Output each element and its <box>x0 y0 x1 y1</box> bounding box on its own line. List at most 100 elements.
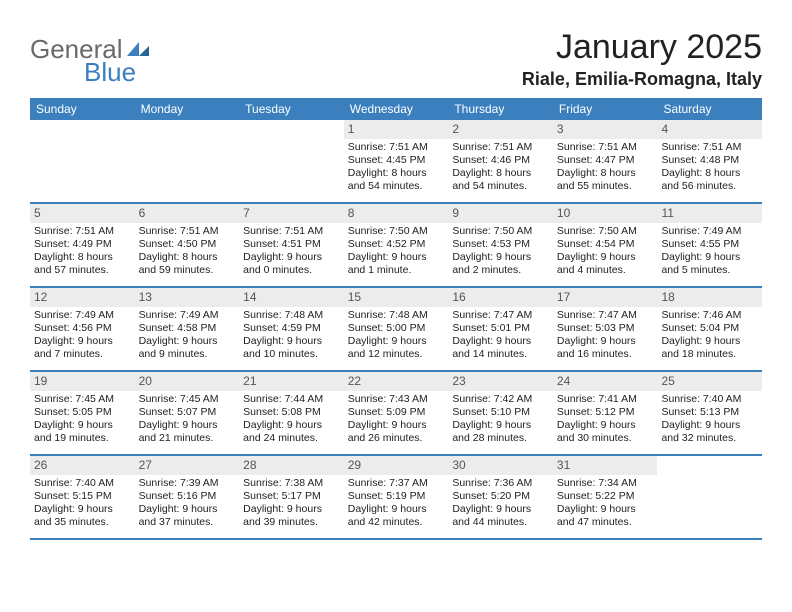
day-daylight2: and 5 minutes. <box>661 264 758 277</box>
logo-text-part2: Blue <box>84 57 136 88</box>
day-sunrise: Sunrise: 7:50 AM <box>452 225 549 238</box>
day-data: Sunrise: 7:51 AMSunset: 4:47 PMDaylight:… <box>553 139 658 198</box>
day-daylight2: and 14 minutes. <box>452 348 549 361</box>
day-daylight1: Daylight: 9 hours <box>243 251 340 264</box>
day-data: Sunrise: 7:39 AMSunset: 5:16 PMDaylight:… <box>135 475 240 534</box>
day-number: 24 <box>553 372 658 391</box>
day-cell: 7 Sunrise: 7:51 AMSunset: 4:51 PMDaylight… <box>239 204 344 286</box>
day-number: 20 <box>135 372 240 391</box>
day-sunrise: Sunrise: 7:45 AM <box>34 393 131 406</box>
day-daylight1: Daylight: 9 hours <box>139 419 236 432</box>
day-cell: 16Sunrise: 7:47 AMSunset: 5:01 PMDayligh… <box>448 288 553 370</box>
day-number: 25 <box>657 372 762 391</box>
day-sunrise: Sunrise: 7:37 AM <box>348 477 445 490</box>
day-cell: 20Sunrise: 7:45 AMSunset: 5:07 PMDayligh… <box>135 372 240 454</box>
day-cell <box>30 120 135 202</box>
day-daylight2: and 18 minutes. <box>661 348 758 361</box>
day-daylight1: Daylight: 8 hours <box>557 167 654 180</box>
day-sunset: Sunset: 4:51 PM <box>243 238 340 251</box>
day-sunset: Sunset: 4:45 PM <box>348 154 445 167</box>
day-data: Sunrise: 7:49 AMSunset: 4:58 PMDaylight:… <box>135 307 240 366</box>
month-title: January 2025 <box>522 28 762 67</box>
day-data: Sunrise: 7:36 AMSunset: 5:20 PMDaylight:… <box>448 475 553 534</box>
weekday-header: Saturday <box>657 98 762 120</box>
day-number <box>657 456 762 475</box>
day-daylight1: Daylight: 9 hours <box>452 503 549 516</box>
day-cell: 24Sunrise: 7:41 AMSunset: 5:12 PMDayligh… <box>553 372 658 454</box>
day-sunset: Sunset: 5:12 PM <box>557 406 654 419</box>
day-number: 13 <box>135 288 240 307</box>
day-sunrise: Sunrise: 7:43 AM <box>348 393 445 406</box>
day-sunset: Sunset: 5:07 PM <box>139 406 236 419</box>
day-number: 10 <box>553 204 658 223</box>
day-daylight2: and 0 minutes. <box>243 264 340 277</box>
day-number: 29 <box>344 456 449 475</box>
day-sunrise: Sunrise: 7:51 AM <box>243 225 340 238</box>
day-data: Sunrise: 7:49 AMSunset: 4:55 PMDaylight:… <box>657 223 762 282</box>
day-daylight2: and 55 minutes. <box>557 180 654 193</box>
day-daylight1: Daylight: 9 hours <box>243 419 340 432</box>
day-daylight1: Daylight: 9 hours <box>34 503 131 516</box>
day-sunset: Sunset: 4:58 PM <box>139 322 236 335</box>
day-sunset: Sunset: 4:54 PM <box>557 238 654 251</box>
day-cell: 9Sunrise: 7:50 AMSunset: 4:53 PMDaylight… <box>448 204 553 286</box>
day-cell: 17Sunrise: 7:47 AMSunset: 5:03 PMDayligh… <box>553 288 658 370</box>
weekday-header: Wednesday <box>344 98 449 120</box>
day-daylight2: and 56 minutes. <box>661 180 758 193</box>
day-sunset: Sunset: 4:50 PM <box>139 238 236 251</box>
day-cell: 14Sunrise: 7:48 AMSunset: 4:59 PMDayligh… <box>239 288 344 370</box>
day-data: Sunrise: 7:45 AMSunset: 5:07 PMDaylight:… <box>135 391 240 450</box>
day-data: Sunrise: 7:51 AMSunset: 4:48 PMDaylight:… <box>657 139 762 198</box>
day-daylight1: Daylight: 9 hours <box>661 251 758 264</box>
day-data: Sunrise: 7:44 AMSunset: 5:08 PMDaylight:… <box>239 391 344 450</box>
day-daylight1: Daylight: 9 hours <box>243 503 340 516</box>
day-number: 14 <box>239 288 344 307</box>
day-data: Sunrise: 7:40 AMSunset: 5:13 PMDaylight:… <box>657 391 762 450</box>
weekday-header: Friday <box>553 98 658 120</box>
day-data: Sunrise: 7:50 AMSunset: 4:52 PMDaylight:… <box>344 223 449 282</box>
day-daylight1: Daylight: 9 hours <box>557 335 654 348</box>
day-number: 6 <box>135 204 240 223</box>
day-cell: 29Sunrise: 7:37 AMSunset: 5:19 PMDayligh… <box>344 456 449 538</box>
day-data: Sunrise: 7:37 AMSunset: 5:19 PMDaylight:… <box>344 475 449 534</box>
day-sunrise: Sunrise: 7:49 AM <box>139 309 236 322</box>
day-sunset: Sunset: 4:59 PM <box>243 322 340 335</box>
day-daylight1: Daylight: 8 hours <box>139 251 236 264</box>
day-daylight1: Daylight: 9 hours <box>34 419 131 432</box>
day-cell <box>657 456 762 538</box>
day-number: 27 <box>135 456 240 475</box>
day-data: Sunrise: 7:38 AMSunset: 5:17 PMDaylight:… <box>239 475 344 534</box>
day-daylight1: Daylight: 9 hours <box>661 335 758 348</box>
day-number: 7 <box>239 204 344 223</box>
day-sunrise: Sunrise: 7:51 AM <box>452 141 549 154</box>
day-sunrise: Sunrise: 7:47 AM <box>557 309 654 322</box>
day-daylight2: and 54 minutes. <box>348 180 445 193</box>
day-number: 28 <box>239 456 344 475</box>
day-number: 12 <box>30 288 135 307</box>
day-sunrise: Sunrise: 7:34 AM <box>557 477 654 490</box>
day-sunset: Sunset: 5:09 PM <box>348 406 445 419</box>
day-daylight2: and 30 minutes. <box>557 432 654 445</box>
day-number: 2 <box>448 120 553 139</box>
day-sunset: Sunset: 5:00 PM <box>348 322 445 335</box>
day-sunrise: Sunrise: 7:50 AM <box>348 225 445 238</box>
day-cell <box>135 120 240 202</box>
day-sunset: Sunset: 4:52 PM <box>348 238 445 251</box>
day-daylight1: Daylight: 9 hours <box>452 251 549 264</box>
day-number: 16 <box>448 288 553 307</box>
day-daylight2: and 42 minutes. <box>348 516 445 529</box>
day-number: 18 <box>657 288 762 307</box>
day-cell: 22Sunrise: 7:43 AMSunset: 5:09 PMDayligh… <box>344 372 449 454</box>
week-row: 26Sunrise: 7:40 AMSunset: 5:15 PMDayligh… <box>30 456 762 540</box>
day-cell: 12Sunrise: 7:49 AMSunset: 4:56 PMDayligh… <box>30 288 135 370</box>
day-number: 8 <box>344 204 449 223</box>
day-daylight1: Daylight: 9 hours <box>139 503 236 516</box>
day-cell: 4Sunrise: 7:51 AMSunset: 4:48 PMDaylight… <box>657 120 762 202</box>
day-daylight2: and 16 minutes. <box>557 348 654 361</box>
day-data: Sunrise: 7:49 AMSunset: 4:56 PMDaylight:… <box>30 307 135 366</box>
day-sunrise: Sunrise: 7:49 AM <box>661 225 758 238</box>
day-sunset: Sunset: 5:05 PM <box>34 406 131 419</box>
week-row: 5Sunrise: 7:51 AMSunset: 4:49 PMDaylight… <box>30 204 762 288</box>
day-sunrise: Sunrise: 7:39 AM <box>139 477 236 490</box>
day-sunset: Sunset: 5:08 PM <box>243 406 340 419</box>
